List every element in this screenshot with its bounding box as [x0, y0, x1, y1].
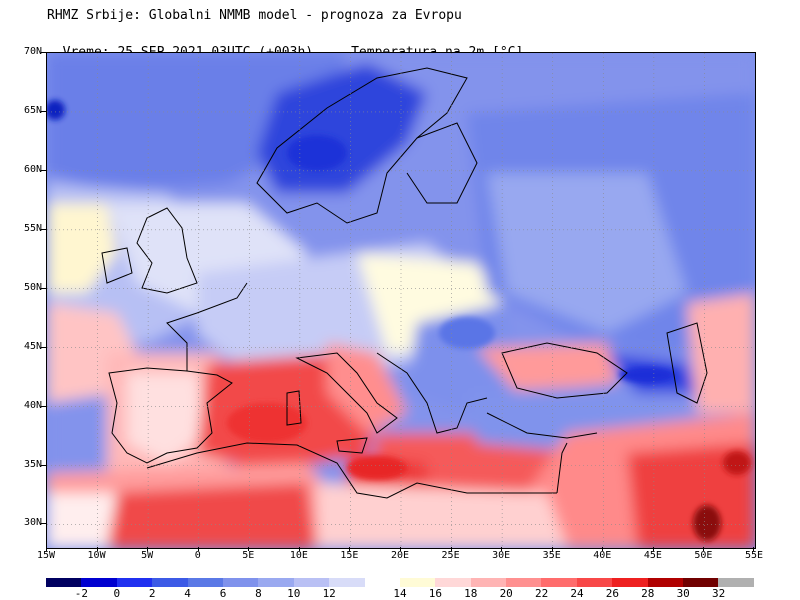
lat-tick-mark [41, 464, 46, 466]
lat-tick-label: 60N [23, 163, 42, 175]
lat-tick-mark [41, 405, 46, 407]
color-scale-swatch [116, 578, 153, 587]
lat-tick-label: 45N [23, 340, 42, 352]
lat-tick-label: 40N [23, 399, 42, 411]
color-scale-label: 14 [393, 587, 407, 600]
lat-tick-label: 55N [23, 222, 42, 234]
lon-tick-label: 15E [340, 550, 359, 561]
lon-tick-label: 55E [744, 550, 764, 561]
color-scale-label: 18 [464, 587, 478, 600]
color-scale-swatch [576, 578, 613, 587]
lat-tick-mark [41, 287, 46, 289]
color-scale-swatch [683, 578, 719, 587]
lon-tick-label: 10E [289, 550, 308, 561]
lat-tick-label: 65N [23, 104, 42, 116]
lat-tick-mark [41, 169, 46, 171]
color-scale-swatch [612, 578, 648, 587]
color-scale-label: 8 [255, 587, 262, 600]
color-scale-label: 22 [534, 587, 549, 600]
lat-tick-mark [41, 110, 46, 112]
color-scale-swatch [258, 578, 294, 587]
lon-tick-mark [501, 547, 503, 551]
lon-tick-mark [753, 547, 754, 551]
lat-tick-mark [41, 346, 46, 348]
lon-tick-mark [703, 547, 705, 551]
temperature-field [47, 53, 755, 548]
lat-tick-label: 70N [23, 46, 42, 57]
color-scale-swatch [293, 578, 330, 587]
color-scale-swatch [647, 578, 684, 587]
lon-tick-mark [147, 547, 149, 551]
color-scale-label: -2 [74, 587, 89, 600]
lat-tick-mark [41, 523, 46, 525]
lat-tick-mark [41, 228, 46, 230]
color-scale-swatch [506, 578, 542, 587]
color-scale-label: 28 [641, 587, 655, 600]
color-scale-swatch [718, 578, 754, 587]
lon-tick-mark [298, 547, 300, 551]
lat-tick-label: 30N [23, 517, 42, 529]
color-scale-label: 32 [711, 587, 726, 600]
lon-tick-label: 40E [593, 550, 612, 561]
color-scale-label: 4 [184, 587, 191, 600]
color-scale-swatch [399, 578, 436, 587]
lon-tick-mark [197, 547, 199, 551]
color-scale-swatch [364, 578, 400, 587]
lon-tick-label: 30E [492, 550, 511, 561]
color-scale-label: 12 [322, 587, 336, 600]
lon-tick-mark [400, 547, 401, 551]
color-scale-label: 30 [676, 587, 690, 600]
color-scale-swatch [81, 578, 117, 587]
lon-tick-mark [551, 547, 553, 551]
map-title: RHMZ Srbije: Globalni NMMB model - progn… [47, 8, 462, 23]
color-scale-swatch [435, 578, 471, 587]
color-scale-swatch [329, 578, 365, 587]
color-scale-swatch [541, 578, 577, 587]
lon-tick-label: 20E [390, 550, 410, 561]
color-scale-swatch [470, 578, 507, 587]
graticule [47, 53, 755, 548]
color-scale-label: 6 [219, 587, 227, 600]
temperature-map [46, 52, 756, 549]
color-scale-label: 16 [428, 587, 443, 600]
lon-tick-label: 15W [36, 550, 56, 561]
lat-tick-mark [41, 52, 46, 53]
lon-tick-mark [248, 547, 250, 551]
lat-tick-label: 50N [23, 281, 42, 293]
lon-tick-label: 10W [87, 550, 106, 561]
color-scale-label: 2 [148, 587, 156, 600]
lon-tick-label: 5W [141, 550, 154, 561]
lon-tick-mark [96, 547, 98, 551]
lat-tick-label: 35N [23, 458, 42, 470]
color-scale-swatch [152, 578, 188, 587]
color-scale-swatch [187, 578, 223, 587]
lon-tick-mark [450, 547, 452, 551]
color-scale-label: 10 [287, 587, 301, 600]
lon-tick-mark [602, 547, 604, 551]
color-scale-label: 20 [499, 587, 513, 600]
lon-tick-label: 35E [542, 550, 561, 561]
lon-tick-label: 0 [194, 550, 201, 561]
lon-tick-mark [349, 547, 351, 551]
lon-tick-mark [46, 547, 47, 551]
color-scale-label: 0 [113, 587, 121, 600]
color-scale-bar [46, 578, 754, 587]
color-scale-label: 24 [570, 587, 584, 600]
lon-tick-mark [652, 547, 654, 551]
color-scale-label: 26 [605, 587, 620, 600]
lon-tick-label: 5E [242, 550, 255, 561]
lon-tick-label: 25E [441, 550, 460, 561]
lon-tick-label: 45E [643, 550, 662, 561]
lon-tick-label: 50E [694, 550, 713, 561]
color-scale-swatch [222, 578, 259, 587]
color-scale-swatch [46, 578, 82, 587]
